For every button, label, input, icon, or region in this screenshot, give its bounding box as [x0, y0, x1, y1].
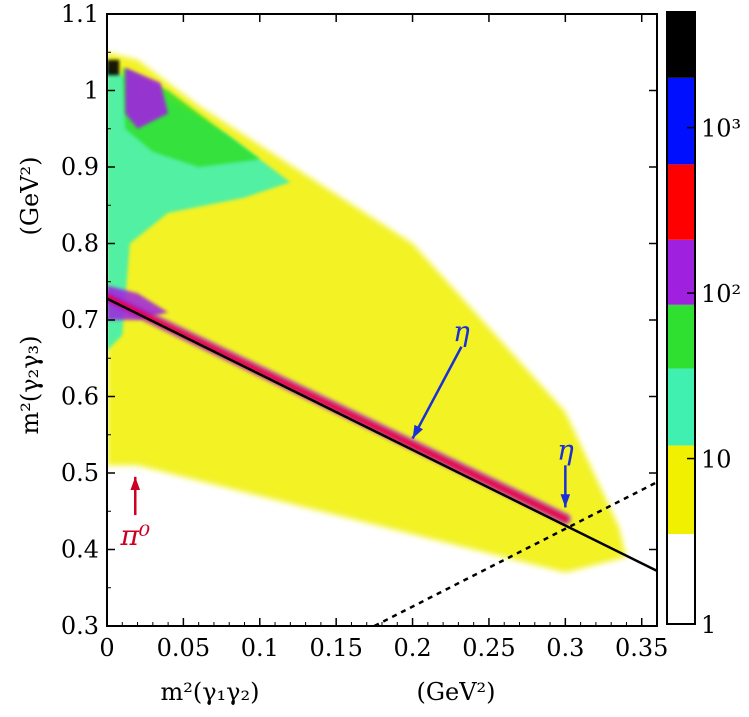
y-tick-label: 0.4	[61, 536, 99, 564]
x-tick-label: 0.05	[157, 634, 210, 662]
y-tick-label: 0.3	[61, 612, 99, 640]
y-tick-label: 0.8	[61, 230, 99, 258]
density-heatmap	[107, 52, 627, 581]
band-eta-diagonal	[107, 294, 569, 522]
density-region-peak	[107, 59, 120, 76]
x-axis-unit: (GeV²)	[416, 678, 495, 706]
colorbar-segment	[667, 445, 695, 534]
x-axis-label: m²(γ₁γ₂)	[160, 678, 259, 706]
colorbar-segment	[667, 239, 695, 305]
y-axis-label: m²(γ₂γ₃)	[16, 335, 44, 434]
colorbar-frame	[666, 11, 696, 625]
colorbar-segment	[667, 164, 695, 240]
annotation-arrow-head	[130, 476, 141, 490]
annotations: η η π⁰	[119, 315, 573, 552]
y-tick-label: 1	[84, 77, 99, 105]
fit-lines	[106, 297, 658, 628]
fit-line	[106, 297, 658, 573]
colorbar-tick-label: 10	[701, 446, 732, 474]
colorbar-segment	[667, 304, 695, 369]
x-tick-label: 0.3	[546, 634, 584, 662]
colorbar-tick-label: 1	[701, 611, 716, 639]
colorbar-tick-label: 10³	[701, 115, 741, 143]
colorbar-segment	[667, 368, 695, 446]
x-tick-label: 0.1	[241, 634, 279, 662]
y-axis-ticks: 0.3 0.4 0.5 0.6 0.7 0.8 0.9 1 1.1	[61, 0, 657, 640]
annotation-label: π⁰	[119, 519, 150, 552]
dotted-boundary-line	[373, 481, 658, 628]
x-tick-label: 0.15	[309, 634, 362, 662]
y-tick-label: 0.5	[61, 459, 99, 487]
x-tick-label: 0.2	[393, 634, 431, 662]
y-tick-label: 0.7	[61, 306, 99, 334]
colorbar-segment	[667, 12, 695, 78]
annotation-arrow-shaft	[411, 346, 463, 440]
y-axis-unit: (GeV²)	[16, 156, 44, 235]
x-tick-label: 0.35	[615, 634, 668, 662]
x-tick-label: 0	[99, 634, 114, 662]
x-tick-label: 0.25	[462, 634, 515, 662]
annotation-label: η	[453, 315, 470, 348]
y-tick-label: 1.1	[61, 0, 99, 28]
annotation-label: η	[557, 433, 574, 466]
y-tick-label: 0.6	[61, 383, 99, 411]
annotation-arrow-head	[560, 494, 571, 508]
colorbar-segment	[667, 533, 695, 624]
annotation-arrow-head	[412, 424, 423, 439]
colorbar	[667, 12, 695, 624]
colorbar-tick-label: 10²	[701, 280, 741, 308]
x-axis-ticks: 0 0.05 0.1 0.15 0.2 0.25 0.3 0.35	[99, 14, 668, 662]
colorbar-ticks: 1 10 10² 10³	[687, 115, 741, 639]
y-tick-label: 0.9	[61, 153, 99, 181]
colorbar-segment	[667, 77, 695, 165]
